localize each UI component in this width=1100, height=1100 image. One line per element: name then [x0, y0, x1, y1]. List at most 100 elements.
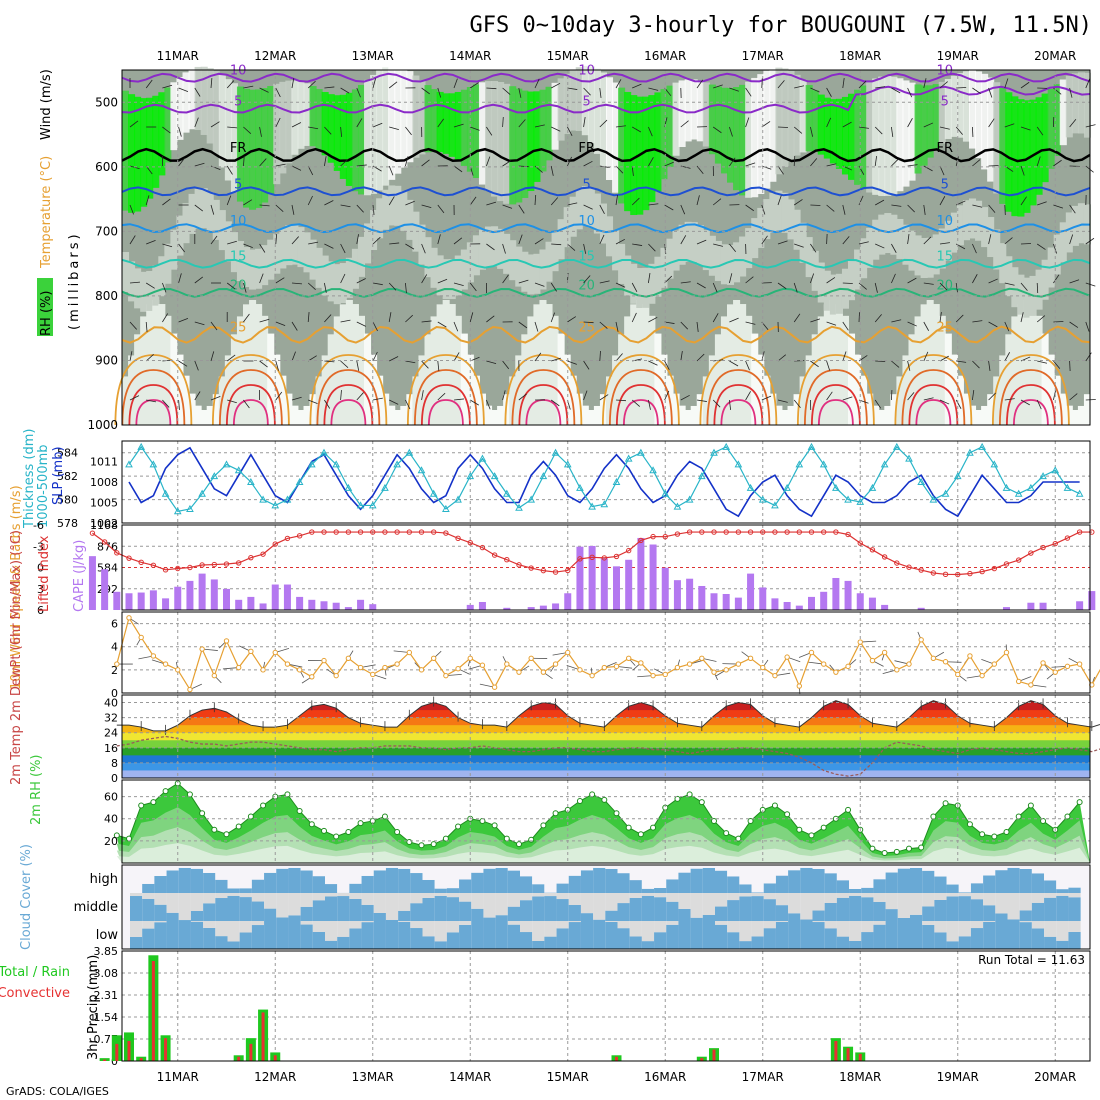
- cloud-bar: [556, 928, 569, 949]
- rh-mid-band: [188, 193, 196, 234]
- wind10m-marker: [150, 653, 157, 659]
- wind-barb: [486, 156, 491, 167]
- precip-legend-convective: Convective: [0, 986, 70, 1001]
- cloud-gap: [361, 865, 374, 876]
- rh-lower-band: [926, 300, 934, 425]
- rh-upper-band: [134, 96, 142, 212]
- cloud-gap: [836, 893, 850, 898]
- lifted-tick-label: -6: [33, 519, 44, 532]
- rh-upper-band: [466, 87, 474, 172]
- isotherm-label: 20: [937, 279, 954, 294]
- rh-upper-band: [388, 65, 396, 180]
- cape-bar: [844, 580, 852, 610]
- cloud-gap: [337, 893, 350, 897]
- surface-isotherm: [511, 369, 576, 426]
- thickness-marker: [966, 448, 974, 456]
- cloud-gap: [702, 893, 715, 915]
- wind-barb: [259, 273, 264, 284]
- wind-barb: [615, 321, 619, 332]
- rh2m-marker: [893, 848, 900, 855]
- cloud-bar: [300, 870, 313, 893]
- wind10m-marker: [577, 667, 583, 673]
- lifted-index-marker: [443, 530, 449, 536]
- wind-barb: [955, 314, 964, 323]
- wind-barb: [388, 312, 392, 323]
- cloud-bar: [983, 921, 996, 949]
- wind10m-marker: [979, 672, 985, 679]
- cloud-bar: [678, 921, 691, 949]
- cloud-gap: [520, 921, 533, 933]
- wind-barb: [761, 351, 765, 362]
- wind-barb: [469, 399, 479, 406]
- rh-mid-band: [533, 253, 541, 294]
- wind-barb: [874, 314, 882, 323]
- wind-barb: [534, 78, 540, 89]
- rh-upper-band: [1005, 92, 1013, 212]
- cloud-gap: [190, 893, 204, 911]
- rh-lower-band: [297, 409, 305, 425]
- rh-upper-band: [515, 88, 523, 203]
- wind-barb: [129, 204, 134, 215]
- wind-barb: [178, 243, 185, 253]
- wind-barb: [810, 360, 819, 368]
- wind-barb: [826, 204, 835, 212]
- wind10m-marker: [528, 655, 534, 661]
- wind-barb: [631, 312, 637, 323]
- isotherm-label: 5: [234, 177, 242, 192]
- pressure-tick-label: 900: [95, 353, 118, 367]
- surface-isotherm: [608, 369, 673, 426]
- cloud-bar: [1056, 895, 1069, 921]
- rh-lower-band: [539, 300, 547, 425]
- rh-mid-band: [969, 198, 977, 239]
- precip-tick-label: 1.54: [94, 1011, 119, 1024]
- wind-barb: [518, 234, 523, 245]
- rh-lower-band: [962, 393, 970, 425]
- wind-barb: [1020, 243, 1032, 245]
- wind-barb: [259, 87, 269, 93]
- rh-lower-band: [515, 355, 523, 425]
- wind10m-marker: [504, 661, 510, 667]
- cloud-bar: [276, 921, 289, 949]
- rh-mid-band: [170, 229, 178, 270]
- rh-legend-label: RH (%): [39, 291, 54, 336]
- wind-barb: [291, 204, 295, 215]
- rh-mid-band: [503, 233, 511, 274]
- cloud-bar: [836, 936, 850, 949]
- wind-legend-label: Wind (m/s): [39, 69, 54, 140]
- wind-barb: [453, 78, 458, 89]
- temp-band: [122, 770, 1090, 778]
- lifted-index-marker: [820, 529, 827, 535]
- wind10m-marker: [881, 649, 888, 656]
- wind-barb: [356, 164, 367, 167]
- rh-upper-band: [793, 74, 801, 156]
- wind-barb: [712, 198, 722, 206]
- wind-barb: [858, 126, 869, 129]
- cloud-bar: [410, 903, 423, 921]
- rh-lower-band: [164, 315, 172, 425]
- cloud-bar: [995, 921, 1008, 949]
- wind-barb: [793, 313, 801, 323]
- rh-upper-band: [1077, 72, 1085, 134]
- cloud-bar: [885, 921, 898, 949]
- cloud-gap: [239, 893, 252, 898]
- cloud-gap: [824, 921, 837, 929]
- rh-lower-band: [944, 333, 952, 425]
- wind-barb: [664, 321, 675, 324]
- wind-barb: [486, 243, 495, 251]
- cloud-bar: [763, 928, 776, 949]
- date-axis-top: 11MAR 12MAR 13MAR 14MAR 15MAR 16MAR 17MAR 18MAR…: [157, 49, 1077, 63]
- cloud-bar: [312, 900, 325, 921]
- rh-lower-band: [351, 304, 359, 425]
- wind-barb: [421, 159, 430, 167]
- run-total-annotation: Run Total = 11.63: [978, 953, 1085, 967]
- rh2m-marker: [601, 796, 608, 803]
- wind-barb: [405, 399, 411, 410]
- cape-bar: [539, 605, 547, 610]
- rh-upper-band: [751, 77, 759, 198]
- cloud-gap: [983, 893, 996, 906]
- cloud-bar: [824, 873, 837, 893]
- wind-barb: [874, 156, 877, 167]
- wind-barb: [243, 156, 245, 167]
- rh-mid-band: [460, 249, 468, 290]
- rh-upper-band: [370, 74, 378, 194]
